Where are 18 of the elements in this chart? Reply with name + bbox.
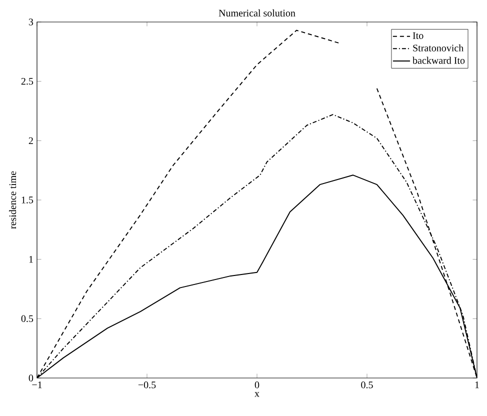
legend-label: backward Ito [412, 56, 465, 64]
x-tick-label: 1 [475, 382, 479, 388]
legend-label: Ito [412, 32, 424, 39]
y-tick-label: 2 [28, 137, 33, 144]
y-axis-title: residence time [9, 171, 16, 229]
y-tick-label: 2.5 [21, 78, 34, 85]
y-tick-label: 1.5 [22, 196, 34, 204]
y-tick-label: 3 [28, 18, 34, 26]
x-tick-label: −0.5 [138, 382, 156, 388]
x-tick-label: 0 [254, 382, 260, 388]
x-axis-title: x [254, 392, 260, 397]
chart-title: Numerical solution [218, 9, 296, 16]
legend-label: Stratonovich [413, 44, 464, 52]
y-tick-label: 0 [28, 374, 34, 382]
y-tick-label: 1 [29, 256, 33, 263]
y-tick-label: 0.5 [21, 315, 34, 322]
x-tick-label: 0.5 [361, 382, 373, 388]
x-tick-label: −1 [32, 382, 42, 388]
